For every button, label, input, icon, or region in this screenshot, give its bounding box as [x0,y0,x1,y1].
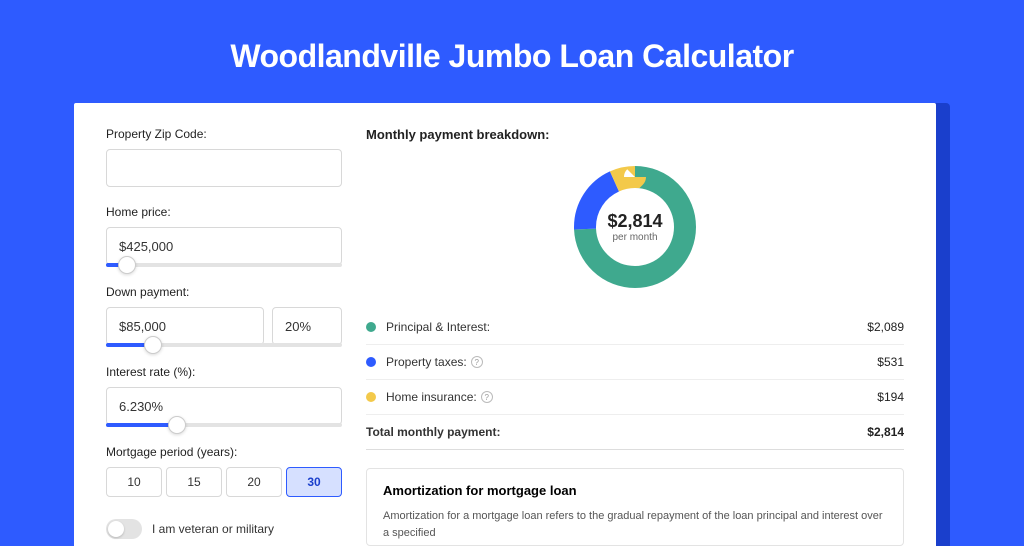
zip-field-group: Property Zip Code: [106,127,342,187]
interest-rate-slider-thumb[interactable] [168,416,186,434]
info-icon[interactable]: ? [471,356,483,368]
legend-label: Principal & Interest: [386,320,490,334]
down-payment-slider[interactable] [106,343,342,347]
amortization-title: Amortization for mortgage loan [383,483,887,498]
legend-label: Property taxes: [386,355,467,369]
breakdown-column: Monthly payment breakdown: $2,814 per mo… [366,127,904,546]
zip-label: Property Zip Code: [106,127,342,141]
donut-center: $2,814 per month [570,162,700,292]
legend-dot [366,357,376,367]
legend-row: Property taxes:? $531 [366,345,904,380]
down-payment-pct-input[interactable] [272,307,342,345]
down-payment-label: Down payment: [106,285,342,299]
mortgage-period-option-10[interactable]: 10 [106,467,162,497]
legend-dot [366,322,376,332]
home-price-field-group: Home price: [106,205,342,267]
mortgage-period-field-group: Mortgage period (years): 10152030 [106,445,342,497]
calculator-card: Property Zip Code: Home price: Down paym… [74,103,936,546]
down-payment-field-group: Down payment: [106,285,342,347]
veteran-toggle-row: I am veteran or military [106,519,342,539]
donut-chart-wrap: $2,814 per month [366,150,904,310]
interest-rate-input[interactable] [106,387,342,425]
amortization-text: Amortization for a mortgage loan refers … [383,508,887,541]
breakdown-title: Monthly payment breakdown: [366,127,904,142]
home-price-slider[interactable] [106,263,342,267]
home-price-input[interactable] [106,227,342,265]
down-payment-slider-thumb[interactable] [144,336,162,354]
legend-label: Home insurance: [386,390,477,404]
donut-amount: $2,814 [607,211,662,232]
veteran-toggle-knob [108,521,124,537]
down-payment-input[interactable] [106,307,264,345]
home-price-slider-thumb[interactable] [118,256,136,274]
zip-input[interactable] [106,149,342,187]
legend-row: Home insurance:? $194 [366,380,904,415]
veteran-toggle-label: I am veteran or military [152,522,274,536]
interest-rate-slider-fill [106,423,177,427]
donut-sub: per month [612,232,657,243]
home-price-label: Home price: [106,205,342,219]
veteran-toggle[interactable] [106,519,142,539]
legend-value: $2,089 [867,320,904,334]
form-column: Property Zip Code: Home price: Down paym… [106,127,342,546]
donut-chart: $2,814 per month [570,162,700,292]
total-label: Total monthly payment: [366,425,500,439]
legend-value: $194 [877,390,904,404]
interest-rate-field-group: Interest rate (%): [106,365,342,427]
mortgage-period-label: Mortgage period (years): [106,445,342,459]
mortgage-period-option-15[interactable]: 15 [166,467,222,497]
interest-rate-slider[interactable] [106,423,342,427]
mortgage-period-option-20[interactable]: 20 [226,467,282,497]
mortgage-period-option-30[interactable]: 30 [286,467,342,497]
card-shadow: Property Zip Code: Home price: Down paym… [74,103,950,546]
total-row: Total monthly payment: $2,814 [366,415,904,450]
legend-dot [366,392,376,402]
legend-value: $531 [877,355,904,369]
total-value: $2,814 [867,425,904,439]
amortization-box: Amortization for mortgage loan Amortizat… [366,468,904,546]
page-title: Woodlandville Jumbo Loan Calculator [0,0,1024,103]
info-icon[interactable]: ? [481,391,493,403]
mortgage-period-options: 10152030 [106,467,342,497]
legend-row: Principal & Interest: $2,089 [366,310,904,345]
interest-rate-label: Interest rate (%): [106,365,342,379]
